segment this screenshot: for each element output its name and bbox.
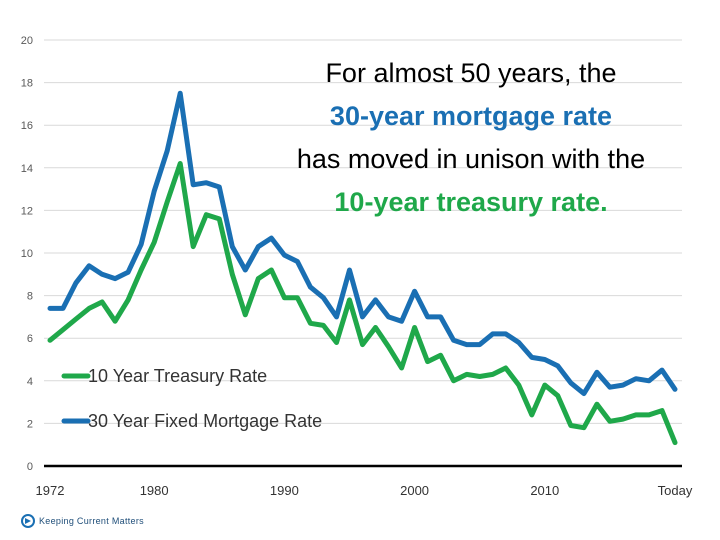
legend-label: 10 Year Treasury Rate: [88, 366, 267, 386]
y-axis-tick-labels: 0 2 4 6 8 10 12 14 16 18 20: [21, 35, 33, 473]
y-tick-label: 16: [21, 120, 33, 132]
x-tick-label: Today: [658, 483, 693, 498]
legend-label: 30 Year Fixed Mortgage Rate: [88, 411, 322, 431]
y-tick-label: 12: [21, 205, 33, 217]
y-tick-label: 10: [21, 248, 33, 260]
x-tick-label: 1990: [270, 483, 299, 498]
x-axis-tick-labels: 1972 1980 1990 2000 2010 Today: [36, 483, 693, 498]
y-tick-label: 14: [21, 163, 33, 175]
legend: 10 Year Treasury Rate 30 Year Fixed Mortg…: [61, 366, 322, 431]
brand-footer: Keeping Current Matters: [21, 514, 144, 528]
kcm-logo-icon: [21, 514, 35, 528]
x-tick-label: 2010: [530, 483, 559, 498]
y-tick-label: 6: [27, 333, 33, 345]
y-tick-label: 20: [21, 35, 33, 47]
headline-line-2: 30-year mortgage rate: [330, 101, 612, 131]
x-tick-label: 1980: [140, 483, 169, 498]
x-tick-label: 1972: [36, 483, 65, 498]
30-year-fixed-mortgage-rate-line: [47, 90, 678, 397]
headline: For almost 50 years, the 30-year mortgag…: [297, 58, 645, 217]
y-tick-label: 0: [27, 461, 33, 473]
10-year-treasury-rate-line: [47, 161, 678, 446]
headline-line-1: For almost 50 years, the: [325, 58, 616, 88]
headline-line-3: has moved in unison with the: [297, 144, 645, 174]
y-tick-label: 8: [27, 291, 33, 303]
y-tick-label: 2: [27, 418, 33, 430]
brand-name: Keeping Current Matters: [39, 516, 144, 526]
y-tick-label: 18: [21, 78, 33, 90]
y-tick-label: 4: [27, 376, 33, 388]
series-lines: [47, 90, 678, 446]
headline-line-4: 10-year treasury rate.: [334, 187, 607, 217]
x-tick-label: 2000: [400, 483, 429, 498]
